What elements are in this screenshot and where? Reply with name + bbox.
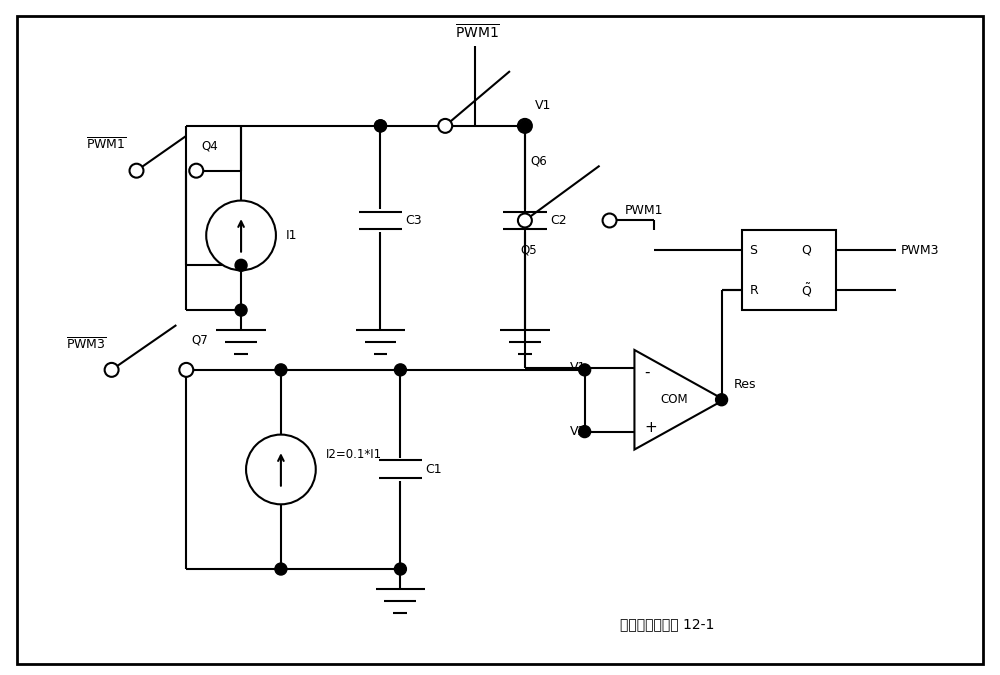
Circle shape (518, 213, 532, 227)
Circle shape (438, 119, 452, 133)
Text: $\overline{\mathrm{PWM1}}$: $\overline{\mathrm{PWM1}}$ (86, 137, 127, 153)
Text: $\overline{\mathrm{PWM3}}$: $\overline{\mathrm{PWM3}}$ (66, 336, 107, 352)
Text: I1: I1 (286, 229, 297, 242)
Circle shape (394, 563, 406, 575)
Circle shape (235, 259, 247, 271)
Text: V1: V1 (535, 99, 551, 113)
Text: +: + (644, 420, 657, 435)
Circle shape (603, 213, 617, 227)
Circle shape (375, 120, 386, 132)
Text: C3: C3 (405, 214, 422, 227)
Circle shape (246, 435, 316, 504)
Text: -: - (644, 364, 650, 379)
Text: V2: V2 (570, 425, 586, 438)
Circle shape (235, 304, 247, 316)
Text: COM: COM (660, 394, 688, 406)
Polygon shape (634, 350, 724, 450)
Text: C1: C1 (425, 463, 442, 476)
Text: C2: C2 (550, 214, 566, 227)
Text: Q5: Q5 (520, 244, 537, 257)
Text: $\overline{\mathrm{PWM1}}$: $\overline{\mathrm{PWM1}}$ (455, 23, 500, 41)
Circle shape (716, 394, 728, 406)
Circle shape (394, 364, 406, 376)
Text: R: R (749, 284, 758, 297)
Circle shape (519, 120, 531, 132)
Text: PWM1: PWM1 (624, 204, 663, 217)
Text: Q4: Q4 (201, 139, 218, 153)
Text: Q6: Q6 (530, 154, 547, 167)
Circle shape (375, 120, 386, 132)
Text: V1: V1 (570, 361, 586, 375)
Circle shape (579, 364, 591, 376)
Text: 占空比转换电路 12-1: 占空比转换电路 12-1 (620, 617, 714, 631)
Text: S: S (749, 244, 757, 257)
Circle shape (519, 215, 531, 226)
Circle shape (130, 164, 143, 178)
Circle shape (105, 363, 119, 377)
Circle shape (189, 164, 203, 178)
Text: I2=0.1*I1: I2=0.1*I1 (326, 448, 382, 461)
Circle shape (275, 563, 287, 575)
Circle shape (179, 363, 193, 377)
Text: Res: Res (734, 378, 757, 392)
Circle shape (519, 120, 531, 132)
Text: Q7: Q7 (191, 333, 208, 346)
Circle shape (206, 200, 276, 270)
Text: $\tilde{\mathrm{Q}}$: $\tilde{\mathrm{Q}}$ (801, 281, 812, 299)
Bar (742, 230, 836, 310)
Circle shape (518, 119, 532, 133)
Text: Q: Q (801, 244, 811, 257)
Circle shape (275, 364, 287, 376)
Circle shape (579, 426, 591, 437)
Text: PWM3: PWM3 (901, 244, 939, 257)
Circle shape (439, 120, 451, 132)
